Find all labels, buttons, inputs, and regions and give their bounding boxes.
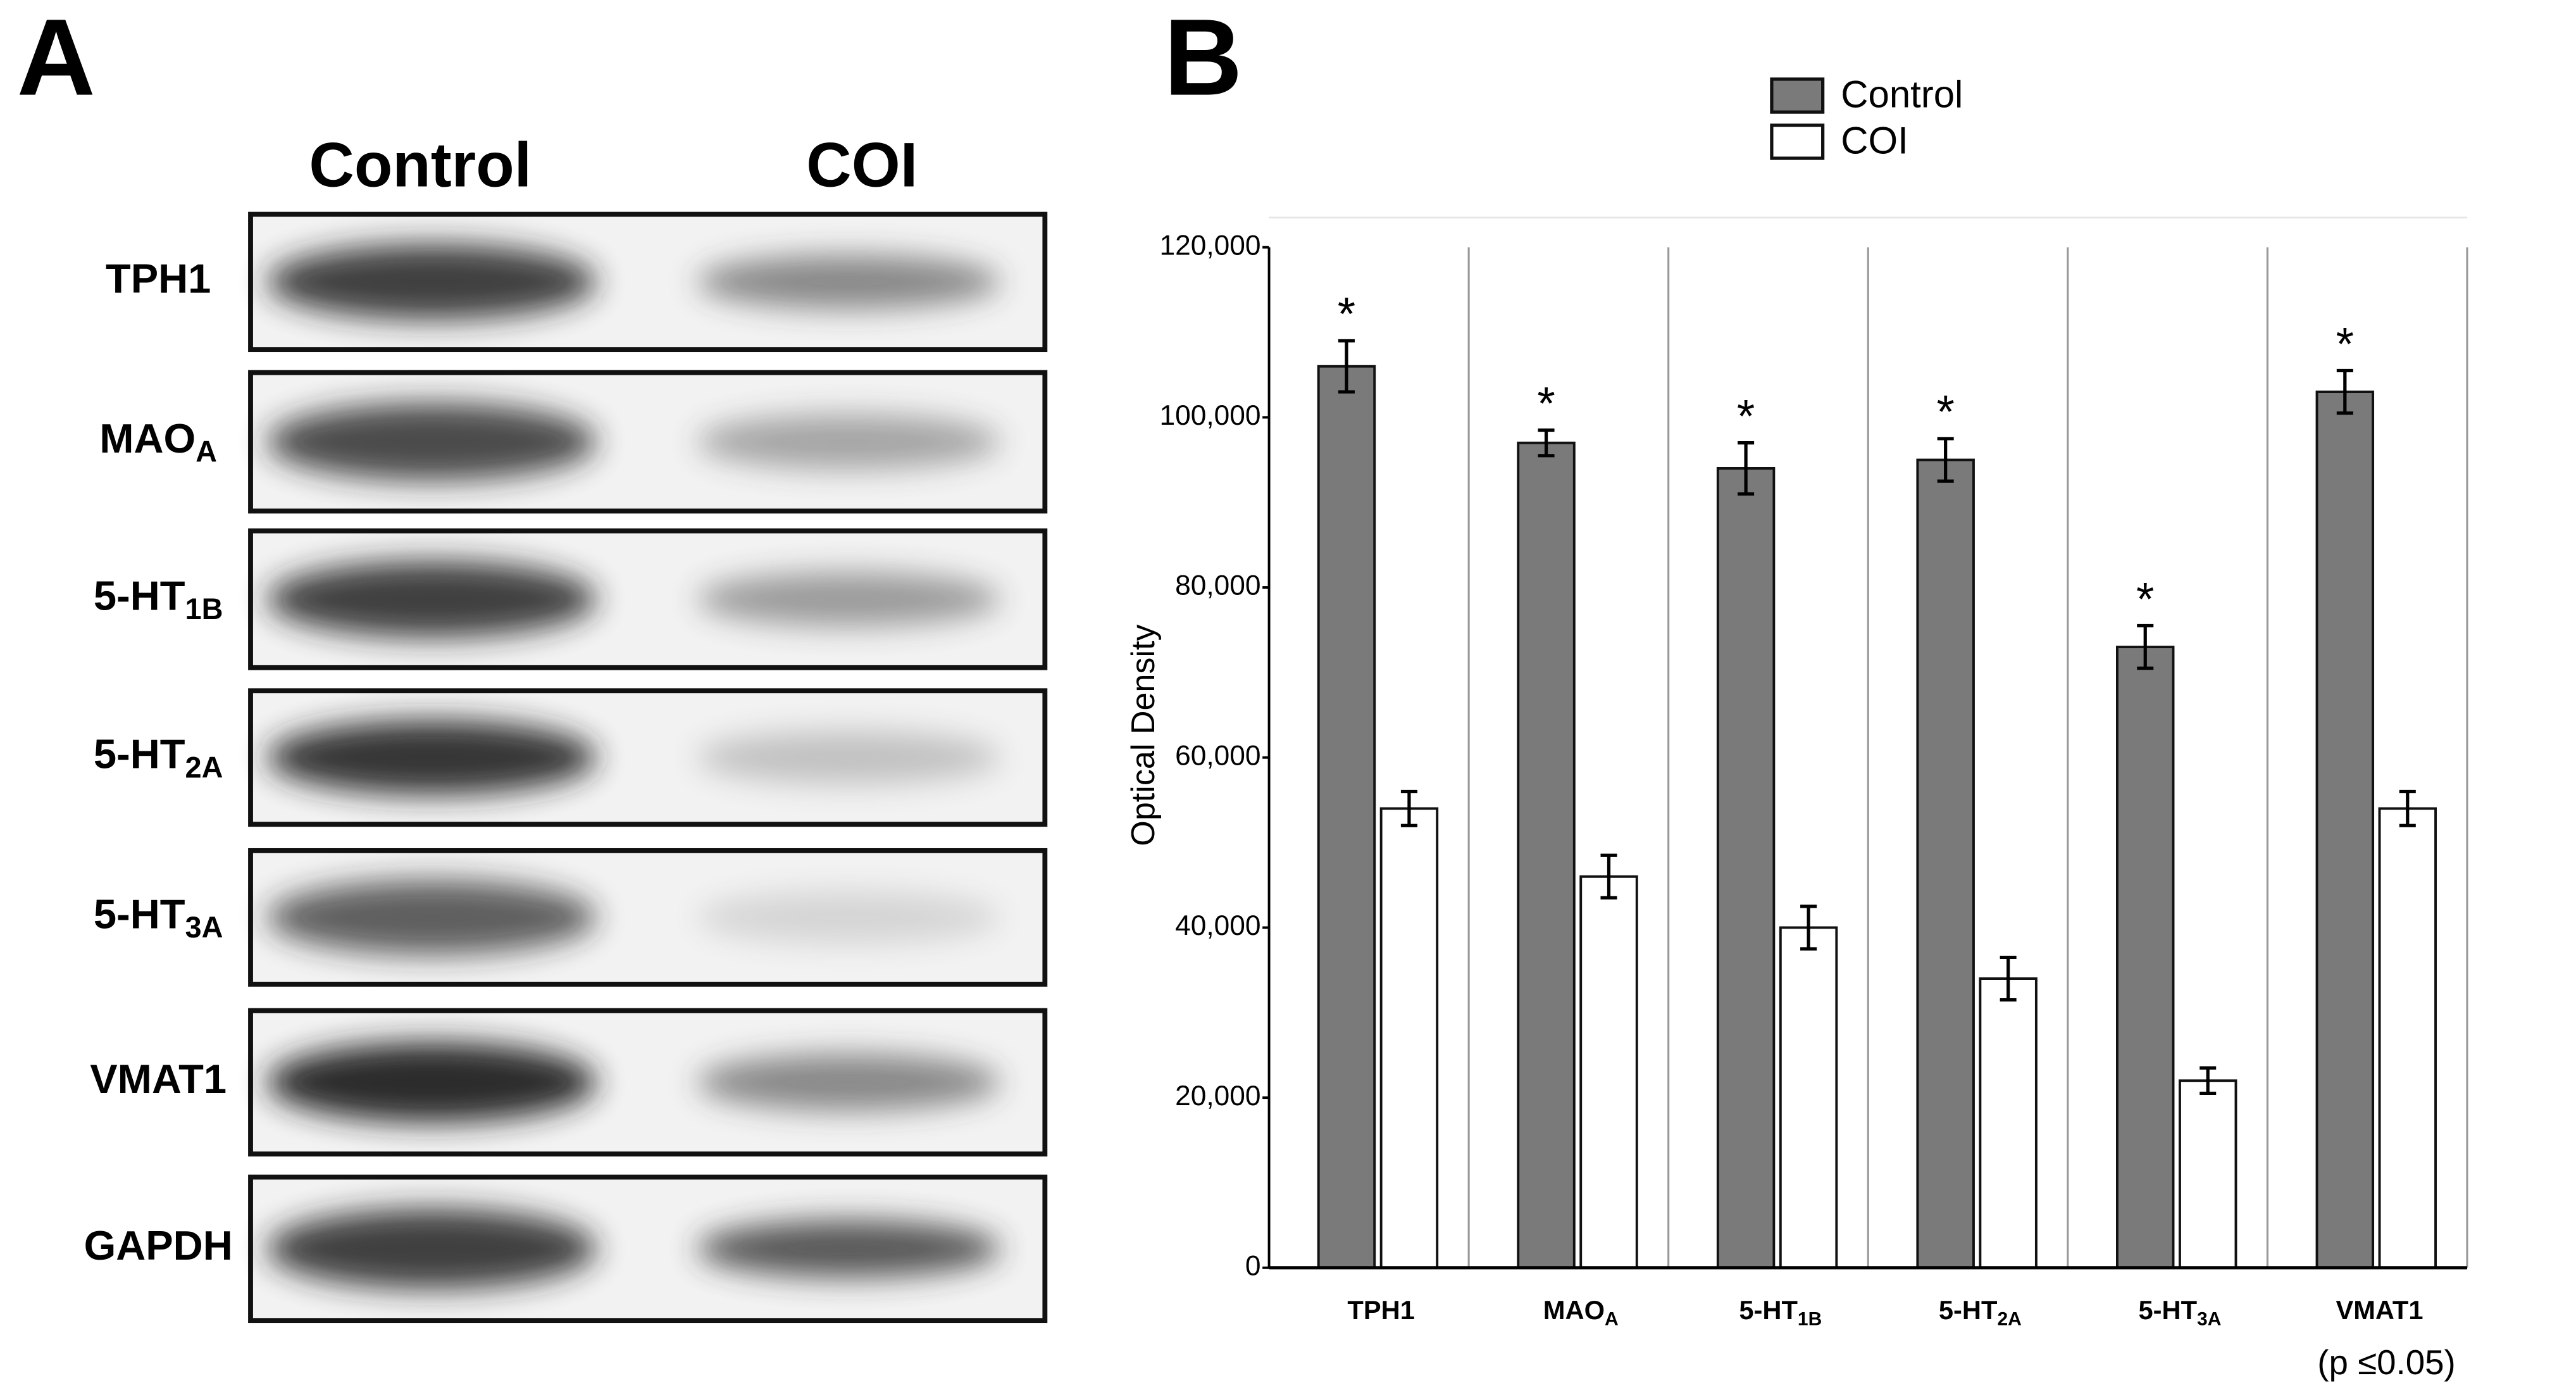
panel-label: B bbox=[1164, 0, 1242, 118]
bar bbox=[1779, 926, 1838, 1269]
error-bar bbox=[2399, 789, 2416, 827]
band bbox=[697, 730, 1001, 784]
row-label-main: 5-HT bbox=[94, 731, 185, 777]
band bbox=[697, 1220, 1001, 1278]
row-label: VMAT1 bbox=[90, 1056, 227, 1102]
x-tick-label-main: MAO bbox=[1543, 1295, 1605, 1325]
band bbox=[697, 1053, 1001, 1112]
y-tick-label: 0 bbox=[1245, 1250, 1261, 1281]
error-bar bbox=[1400, 789, 1417, 827]
column-header: Control bbox=[309, 129, 532, 199]
error-bar bbox=[2200, 1066, 2217, 1096]
legend-label: Control bbox=[1841, 73, 1963, 115]
bar bbox=[1317, 365, 1376, 1269]
error-bar bbox=[2000, 955, 2017, 1002]
x-tick-label-main: 5-HT bbox=[1739, 1295, 1798, 1325]
y-tick-label: 20,000 bbox=[1175, 1081, 1260, 1112]
bar bbox=[2378, 807, 2437, 1269]
significance-mark: * bbox=[1537, 378, 1555, 429]
row-label: 5-HT3A bbox=[94, 891, 223, 944]
band bbox=[267, 720, 597, 795]
band bbox=[697, 414, 1001, 470]
legend-swatch bbox=[1770, 77, 1825, 114]
x-tick-label-main: TPH1 bbox=[1347, 1295, 1414, 1325]
significance-mark: * bbox=[2336, 318, 2354, 370]
bar bbox=[1916, 458, 1975, 1269]
x-tick-label-sub: 3A bbox=[2197, 1309, 2221, 1330]
band bbox=[697, 891, 1001, 944]
significance-mark: * bbox=[1737, 391, 1755, 442]
x-tick-label-main: 5-HT bbox=[1939, 1295, 1998, 1325]
legend-label: COI bbox=[1841, 119, 1908, 161]
band bbox=[267, 1208, 597, 1289]
bar bbox=[1579, 875, 1638, 1269]
row-label-main: MAO bbox=[99, 415, 196, 461]
x-tick-label-sub: 1B bbox=[1798, 1309, 1822, 1330]
bar bbox=[2315, 391, 2375, 1269]
significance-mark: * bbox=[1936, 387, 1954, 438]
row-label-main: 5-HT bbox=[94, 891, 185, 937]
x-tick-label-sub: 2A bbox=[1997, 1309, 2021, 1330]
x-tick-label: MAOA bbox=[1543, 1295, 1619, 1329]
row-label-sub: A bbox=[196, 435, 217, 468]
error-bar bbox=[1800, 905, 1817, 951]
y-tick-label: 60,000 bbox=[1175, 740, 1260, 771]
x-tick-label: 5-HT3A bbox=[2138, 1295, 2221, 1329]
error-bar bbox=[1600, 853, 1617, 900]
error-bar bbox=[1538, 428, 1555, 458]
significance-mark: * bbox=[2136, 573, 2154, 625]
band bbox=[267, 403, 597, 481]
x-tick-label-sub: A bbox=[1605, 1309, 1619, 1330]
error-bar bbox=[2137, 623, 2154, 670]
row-label: 5-HT2A bbox=[94, 731, 223, 784]
y-tick-label: 100,000 bbox=[1160, 400, 1261, 431]
x-tick-label-main: VMAT1 bbox=[2336, 1295, 2423, 1325]
panel-label: A bbox=[17, 0, 96, 118]
row-label-sub: 3A bbox=[185, 911, 223, 944]
y-axis-label: Optical Density bbox=[1125, 624, 1162, 846]
bar bbox=[1979, 977, 2038, 1269]
blot-panel bbox=[248, 211, 1048, 1324]
error-bar bbox=[1738, 441, 1755, 496]
band bbox=[267, 244, 597, 320]
x-tick-label: VMAT1 bbox=[2336, 1295, 2423, 1325]
bar bbox=[1517, 441, 1576, 1269]
band bbox=[267, 880, 597, 955]
x-tick-label: 5-HT2A bbox=[1939, 1295, 2022, 1329]
error-bar bbox=[1338, 339, 1355, 394]
y-tick-label: 80,000 bbox=[1175, 570, 1260, 601]
error-bar bbox=[2336, 368, 2353, 415]
bar bbox=[2178, 1079, 2237, 1269]
row-label: GAPDH bbox=[84, 1222, 233, 1269]
note: (p ≤0.05) bbox=[2317, 1343, 2455, 1382]
row-label: MAOA bbox=[99, 415, 217, 468]
row-label-main: VMAT1 bbox=[90, 1056, 227, 1102]
y-tick-label: 40,000 bbox=[1175, 910, 1260, 941]
band bbox=[267, 561, 597, 638]
band bbox=[267, 1042, 597, 1123]
column-header: COI bbox=[806, 129, 918, 199]
row-label: TPH1 bbox=[106, 256, 211, 302]
x-tick-label: TPH1 bbox=[1347, 1295, 1414, 1325]
band bbox=[697, 254, 1001, 310]
row-label-main: 5-HT bbox=[94, 573, 185, 619]
row-label-sub: 2A bbox=[185, 751, 223, 784]
error-bar bbox=[1937, 437, 1954, 483]
x-tick-label-main: 5-HT bbox=[2138, 1295, 2197, 1325]
band bbox=[697, 572, 1001, 627]
row-label: 5-HT1B bbox=[94, 573, 223, 626]
bar bbox=[1379, 807, 1439, 1269]
legend-swatch bbox=[1770, 123, 1825, 160]
y-tick-label: 120,000 bbox=[1160, 230, 1261, 261]
row-label-main: TPH1 bbox=[106, 256, 211, 302]
significance-mark: * bbox=[1338, 289, 1355, 340]
row-label-main: GAPDH bbox=[84, 1222, 233, 1269]
bar bbox=[2116, 646, 2175, 1269]
x-tick-label: 5-HT1B bbox=[1739, 1295, 1822, 1329]
bar bbox=[1716, 467, 1776, 1269]
row-label-sub: 1B bbox=[185, 593, 223, 626]
